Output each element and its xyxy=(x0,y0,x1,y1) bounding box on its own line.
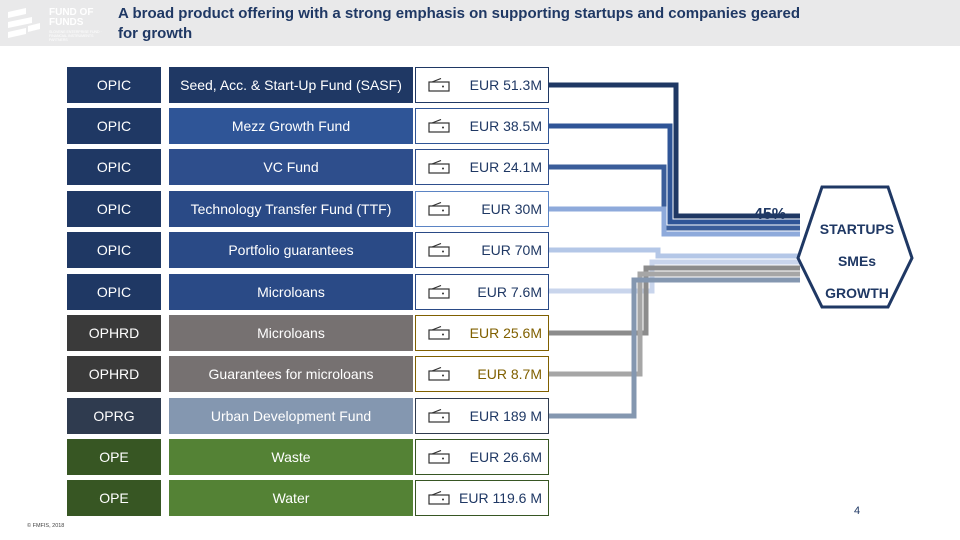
product-cell: VC Fund xyxy=(169,149,413,185)
amount-cell: EUR 30M xyxy=(415,191,549,227)
amount-cell: EUR 7.6M xyxy=(415,274,549,310)
amount-cell: EUR 38.5M xyxy=(415,108,549,144)
money-icon xyxy=(428,119,450,133)
product-cell: Technology Transfer Fund (TTF) xyxy=(169,191,413,227)
amount-cell: EUR 25.6M xyxy=(415,315,549,351)
amount-value: EUR 70M xyxy=(481,242,542,258)
money-icon xyxy=(428,243,450,257)
amount-value: EUR 119.6 M xyxy=(459,490,542,506)
program-cell: OPIC xyxy=(67,191,161,227)
program-cell: OPIC xyxy=(67,274,161,310)
fund-row: OPRG Urban Development Fund EUR 189 M xyxy=(67,398,549,434)
amount-value: EUR 8.7M xyxy=(477,366,542,382)
product-cell: Urban Development Fund xyxy=(169,398,413,434)
fund-row: OPIC Portfolio guarantees EUR 70M xyxy=(67,232,549,268)
program-cell: OPE xyxy=(67,480,161,516)
page-title: A broad product offering with a strong e… xyxy=(118,5,801,42)
hex-label-smes: SMEs xyxy=(837,253,877,269)
program-cell: OPE xyxy=(67,439,161,475)
flow-line xyxy=(549,164,800,231)
amount-value: EUR 38.5M xyxy=(469,118,542,134)
money-icon xyxy=(428,409,450,423)
amount-value: EUR 30M xyxy=(481,201,542,217)
fund-row: OPIC Mezz Growth Fund EUR 38.5M xyxy=(67,108,549,144)
product-cell: Guarantees for microloans xyxy=(169,356,413,392)
money-icon xyxy=(428,285,450,299)
fund-row: OPIC VC Fund EUR 24.1M xyxy=(67,149,549,185)
money-icon xyxy=(428,326,450,340)
logo-subtitle: SLOVENE ENTERPRISE FUND · FINANCIAL INST… xyxy=(49,30,102,42)
amount-cell: EUR 119.6 M xyxy=(415,480,549,516)
hex-label-startups: STARTUPS xyxy=(819,221,895,237)
fund-row: OPHRD Microloans EUR 25.6M xyxy=(67,315,549,351)
flow-line xyxy=(549,271,800,377)
product-cell: Mezz Growth Fund xyxy=(169,108,413,144)
logo-mark-icon xyxy=(8,8,40,38)
product-cell: Water xyxy=(169,480,413,516)
product-cell: Microloans xyxy=(169,274,413,310)
growth-hexagon xyxy=(796,185,914,309)
fund-row: OPHRD Guarantees for microloans EUR 8.7M xyxy=(67,356,549,392)
program-cell: OPHRD xyxy=(67,356,161,392)
program-cell: OPIC xyxy=(67,149,161,185)
amount-cell: EUR 24.1M xyxy=(415,149,549,185)
money-icon xyxy=(428,202,450,216)
amount-cell: EUR 8.7M xyxy=(415,356,549,392)
flow-line xyxy=(549,82,800,219)
fund-row: OPIC Microloans EUR 7.6M xyxy=(67,274,549,310)
flow-line xyxy=(549,265,800,336)
amount-value: EUR 189 M xyxy=(469,408,542,424)
flow-line xyxy=(549,277,800,419)
amount-value: EUR 25.6M xyxy=(469,325,542,341)
fund-of-funds-logo: FUND OF FUNDS SLOVENE ENTERPRISE FUND · … xyxy=(4,4,116,44)
money-icon xyxy=(428,491,450,505)
amount-cell: EUR 189 M xyxy=(415,398,549,434)
amount-cell: EUR 26.6M xyxy=(415,439,549,475)
money-icon xyxy=(428,160,450,174)
fund-row: OPE Waste EUR 26.6M xyxy=(67,439,549,475)
flow-line xyxy=(549,123,800,225)
amount-value: EUR 51.3M xyxy=(469,77,542,93)
product-cell: Waste xyxy=(169,439,413,475)
program-cell: OPIC xyxy=(67,232,161,268)
product-cell: Seed, Acc. & Start-Up Fund (SASF) xyxy=(169,67,413,103)
amount-cell: EUR 70M xyxy=(415,232,549,268)
amount-value: EUR 26.6M xyxy=(469,449,542,465)
copyright-text: © FMFIS, 2018 xyxy=(27,523,65,529)
program-cell: OPIC xyxy=(67,67,161,103)
amount-value: EUR 7.6M xyxy=(477,284,542,300)
money-icon xyxy=(428,78,450,92)
fund-row: OPIC Technology Transfer Fund (TTF) EUR 30… xyxy=(67,191,549,227)
program-cell: OPHRD xyxy=(67,315,161,351)
product-cell: Microloans xyxy=(169,315,413,351)
flow-line xyxy=(549,206,800,237)
hex-label-growth: GROWTH xyxy=(825,285,889,301)
money-icon xyxy=(428,367,450,381)
percentage-label: 45% xyxy=(753,206,787,223)
flow-line xyxy=(549,247,800,259)
fund-row: OPE Water EUR 119.6 M xyxy=(67,480,549,516)
page-number: 4 xyxy=(853,505,861,517)
fund-row: OPIC Seed, Acc. & Start-Up Fund (SASF) EUR… xyxy=(67,67,549,103)
product-cell: Portfolio guarantees xyxy=(169,232,413,268)
header-bar: FUND OF FUNDS SLOVENE ENTERPRISE FUND · … xyxy=(0,0,960,46)
amount-value: EUR 24.1M xyxy=(469,159,542,175)
program-cell: OPRG xyxy=(67,398,161,434)
money-icon xyxy=(428,450,450,464)
logo-title: FUND OF FUNDS xyxy=(49,7,94,28)
amount-cell: EUR 51.3M xyxy=(415,67,549,103)
program-cell: OPIC xyxy=(67,108,161,144)
